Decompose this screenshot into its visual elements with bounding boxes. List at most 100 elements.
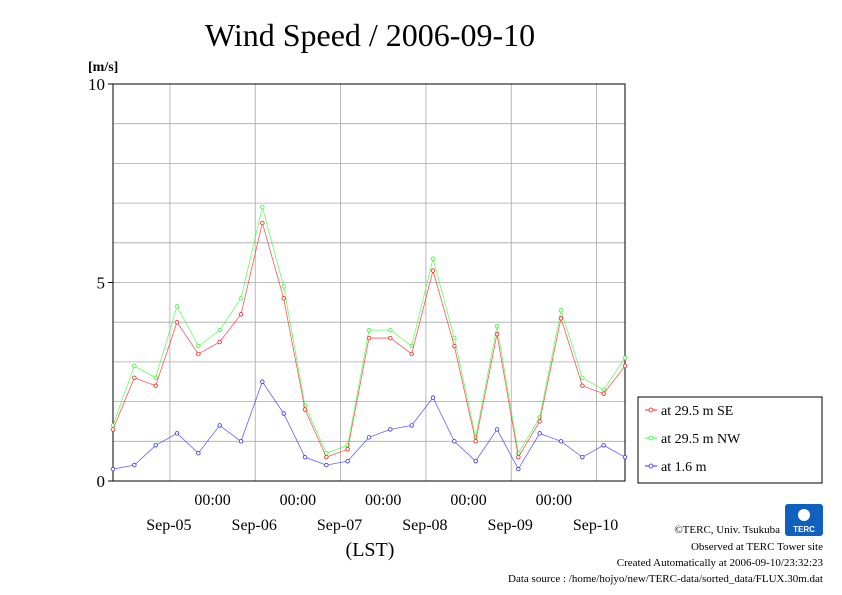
x-date-label: Sep-07 — [317, 517, 362, 534]
x-date-label: Sep-09 — [488, 517, 533, 534]
x-time-label: 00:00 — [280, 492, 316, 509]
data-point — [388, 427, 393, 432]
data-point — [196, 351, 201, 357]
data-point — [558, 316, 564, 321]
data-point — [430, 256, 436, 261]
data-point — [516, 454, 521, 460]
x-date-label: Sep-10 — [573, 517, 618, 534]
x-time-label: 00:00 — [365, 492, 401, 509]
grid-lines — [113, 84, 625, 481]
data-point — [324, 454, 329, 460]
logo-drop-icon — [798, 509, 810, 521]
data-point — [153, 375, 158, 380]
data-point — [238, 296, 244, 301]
data-point — [452, 335, 457, 341]
x-time-label: 00:00 — [536, 492, 572, 509]
legend: at 29.5 m SE at 29.5 m NW at 1.6 m — [637, 396, 823, 484]
data-point — [409, 423, 414, 428]
data-point — [345, 447, 350, 452]
data-point — [302, 407, 308, 412]
data-point — [217, 339, 222, 345]
data-point — [110, 427, 116, 432]
site-text: Observed at TERC Tower site — [691, 541, 823, 553]
terc-logo: TERC — [785, 504, 823, 536]
data-point — [132, 363, 137, 369]
legend-label: at 1.6 m — [661, 460, 707, 475]
legend-box — [637, 396, 823, 484]
data-point — [281, 411, 286, 416]
copyright-text: ©TERC, Univ. Tsukuba — [674, 524, 780, 536]
legend-label: at 29.5 m NW — [661, 432, 741, 447]
data-point — [174, 431, 180, 436]
data-point — [622, 363, 628, 369]
x-date-label: Sep-06 — [232, 517, 277, 534]
data-point — [601, 391, 606, 396]
data-point — [473, 439, 478, 444]
data-point — [430, 268, 436, 273]
data-point — [260, 204, 265, 210]
data-point — [174, 320, 180, 325]
series-layer — [110, 204, 628, 472]
data-point — [196, 343, 201, 349]
data-point — [324, 462, 329, 468]
data-point — [558, 439, 564, 444]
y-axis-unit-label: [m/s] — [88, 60, 118, 75]
logo-text: TERC — [793, 525, 815, 534]
data-point — [622, 454, 628, 460]
y-axis-ticks: 0 5 10 — [88, 75, 113, 491]
data-point — [153, 443, 158, 448]
data-point — [558, 308, 564, 313]
legend-marker — [648, 463, 654, 469]
y-tick-label: 10 — [88, 75, 105, 94]
data-source-text: Data source : /home/hojyo/new/TERC-data/… — [508, 573, 823, 585]
y-tick-label: 0 — [97, 472, 106, 491]
data-point — [217, 423, 222, 428]
legend-marker — [648, 435, 654, 441]
x-axis-title: (LST) — [346, 539, 395, 561]
data-point — [430, 395, 436, 400]
data-point — [388, 335, 393, 341]
data-point — [494, 331, 500, 337]
data-point — [580, 375, 585, 380]
data-point — [601, 443, 606, 448]
data-point — [409, 343, 414, 349]
data-point — [388, 327, 393, 333]
data-point — [281, 296, 286, 301]
data-point — [260, 220, 265, 226]
data-point — [473, 458, 478, 464]
y-tick-label: 5 — [97, 274, 106, 293]
data-point — [238, 439, 244, 444]
data-point — [302, 454, 308, 460]
data-point — [281, 284, 286, 289]
data-point — [153, 383, 158, 388]
data-point — [580, 454, 585, 460]
data-point — [366, 327, 372, 333]
data-point — [366, 335, 372, 341]
data-point — [174, 304, 180, 309]
legend-marker — [648, 407, 654, 413]
data-point — [196, 451, 201, 456]
data-point — [345, 458, 350, 464]
series-line — [112, 380, 626, 470]
data-point — [110, 466, 116, 472]
data-point — [452, 439, 457, 444]
data-point — [132, 462, 137, 468]
legend-label: at 29.5 m SE — [661, 404, 733, 419]
data-point — [622, 355, 628, 361]
data-point — [537, 419, 542, 424]
chart-title: Wind Speed / 2006-09-10 — [205, 17, 535, 53]
data-point — [366, 435, 372, 440]
data-point — [494, 427, 500, 432]
x-date-label: Sep-08 — [402, 517, 447, 534]
data-point — [516, 466, 521, 472]
data-point — [132, 375, 137, 380]
data-point — [601, 387, 606, 392]
data-point — [494, 323, 500, 329]
x-date-label: Sep-05 — [146, 517, 191, 534]
data-point — [537, 431, 542, 436]
x-time-label: 00:00 — [450, 492, 486, 509]
x-time-label: 00:00 — [194, 492, 230, 509]
data-point — [260, 379, 265, 384]
